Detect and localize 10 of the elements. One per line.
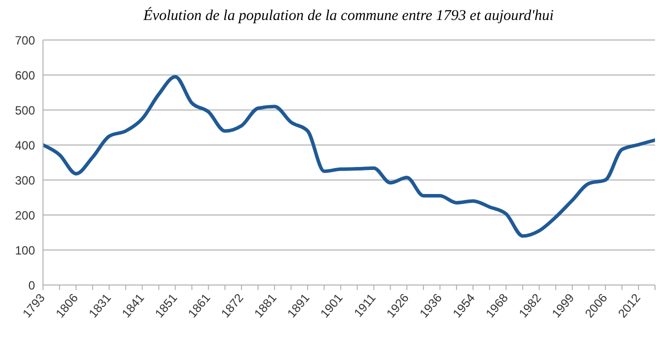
y-tick-label: 500 xyxy=(14,103,36,118)
line-series xyxy=(43,75,655,238)
chart-title: Évolution de la population de la commune entre 1793 et aujourd'hui xyxy=(142,8,555,26)
y-tick-label: 0 xyxy=(28,278,36,292)
y-tick-label: 600 xyxy=(14,68,36,82)
y-tick-label: 700 xyxy=(14,33,36,48)
y-tick-label: 300 xyxy=(14,173,36,188)
y-tick-label: 100 xyxy=(14,243,36,258)
y-tick-label: 400 xyxy=(14,138,36,152)
y-tick-label: 200 xyxy=(14,208,36,222)
